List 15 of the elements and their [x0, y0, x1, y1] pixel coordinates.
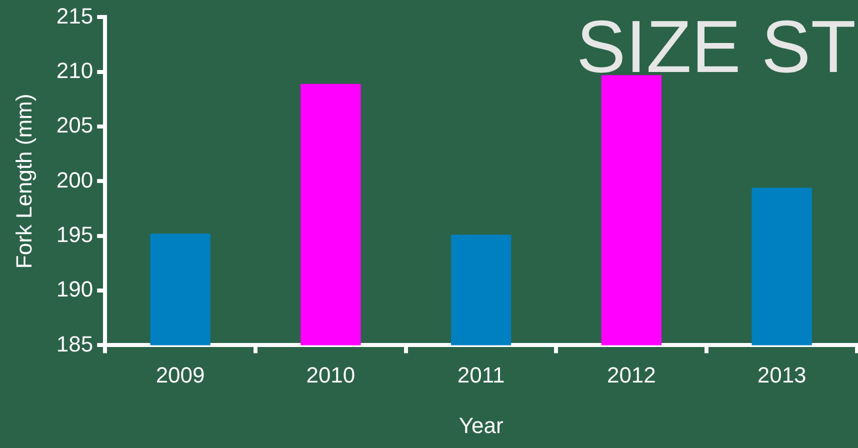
y-tick-label: 185	[56, 331, 94, 356]
x-tick-label: 2009	[156, 362, 205, 388]
y-tick-label: 205	[56, 112, 94, 138]
y-tick-label: 190	[56, 276, 94, 302]
y-tick-label: 200	[56, 167, 94, 192]
y-axis-title: Fork Length (mm)	[11, 94, 36, 269]
x-tick-label: 2010	[306, 362, 356, 388]
chart-title: SIZE ST	[576, 5, 856, 88]
y-tick-label: 195	[56, 222, 94, 247]
y-tick-label: 210	[56, 58, 94, 83]
x-tick-label: 2013	[757, 362, 806, 388]
x-tick-label: 2011	[457, 362, 505, 388]
y-tick-label: 215	[56, 3, 94, 28]
x-tick-label: 2012	[606, 362, 656, 388]
x-axis-title: Year	[458, 412, 504, 438]
